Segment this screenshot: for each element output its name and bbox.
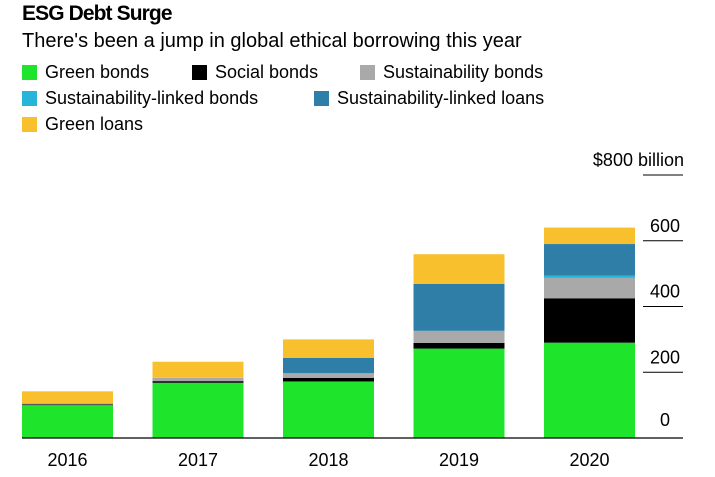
- bar-sustainability-bonds-2020: [544, 277, 635, 299]
- legend-item-green-bonds: Green bonds: [22, 62, 149, 83]
- bar-sustainability-linked-loans-2018: [283, 357, 374, 374]
- chart-subtitle: There's been a jump in global ethical bo…: [22, 30, 522, 52]
- legend-item-green-loans: Green loans: [22, 114, 143, 135]
- bar-sustainability-linked-loans-2019: [413, 283, 505, 331]
- bar-social-bonds-2020: [544, 298, 635, 343]
- y-tick-label: 0: [660, 410, 670, 430]
- legend-swatch: [192, 65, 207, 80]
- bar-green-loans-2016: [22, 391, 113, 404]
- bar-social-bonds-2018: [283, 377, 374, 382]
- legend-label: Sustainability-linked loans: [337, 88, 545, 108]
- x-tick-label: 2017: [178, 450, 218, 470]
- legend-item-sustainability-linked-bonds: Sustainability-linked bonds: [22, 88, 258, 109]
- legend-swatch: [360, 65, 375, 80]
- legend-item-sustainability-bonds: Sustainability bonds: [360, 62, 543, 83]
- legend-item-social-bonds: Social bonds: [192, 62, 318, 83]
- bar-green-loans-2017: [152, 361, 244, 378]
- bar-sustainability-bonds-2017: [152, 377, 244, 382]
- bar-social-bonds-2019: [413, 342, 505, 349]
- bar-green-bonds-2017: [152, 382, 244, 438]
- bar-green-loans-2018: [283, 339, 374, 358]
- y-tick-label: 400: [650, 282, 680, 302]
- bar-sustainability-linked-bonds-2020: [544, 275, 635, 278]
- bar-sustainability-bonds-2018: [283, 373, 374, 378]
- legend-label: Green loans: [45, 114, 144, 134]
- legend-swatch: [314, 91, 329, 106]
- legend-label: Social bonds: [215, 62, 319, 82]
- legend-swatch: [22, 91, 37, 106]
- legend-label: Sustainability-linked bonds: [45, 88, 259, 108]
- bar-green-bonds-2019: [413, 348, 505, 438]
- legend-swatch: [22, 117, 37, 132]
- x-tick-label: 2020: [569, 450, 609, 470]
- bar-social-bonds-2017: [152, 381, 244, 383]
- y-tick-label: 200: [650, 347, 680, 367]
- bar-green-bonds-2018: [283, 381, 374, 438]
- y-axis-top-label: $800 billion: [593, 150, 684, 170]
- legend-label: Green bonds: [45, 62, 150, 82]
- bar-green-bonds-2016: [22, 405, 113, 438]
- bar-sustainability-bonds-2019: [413, 330, 505, 343]
- bar-social-bonds-2016: [22, 404, 113, 406]
- y-tick-label: 600: [650, 216, 680, 236]
- bar-green-loans-2020: [544, 227, 635, 245]
- x-tick-label: 2019: [439, 450, 479, 470]
- bar-green-bonds-2020: [544, 342, 635, 438]
- x-tick-label: 2016: [47, 450, 87, 470]
- bar-sustainability-linked-loans-2020: [544, 244, 635, 276]
- chart-title: ESG Debt Surge: [22, 2, 173, 25]
- bar-sustainability-bonds-2016: [22, 403, 113, 405]
- bar-green-loans-2019: [413, 254, 505, 284]
- legend-swatch: [22, 65, 37, 80]
- legend-label: Sustainability bonds: [383, 62, 544, 82]
- legend-item-sustainability-linked-loans: Sustainability-linked loans: [314, 88, 544, 109]
- x-tick-label: 2018: [308, 450, 348, 470]
